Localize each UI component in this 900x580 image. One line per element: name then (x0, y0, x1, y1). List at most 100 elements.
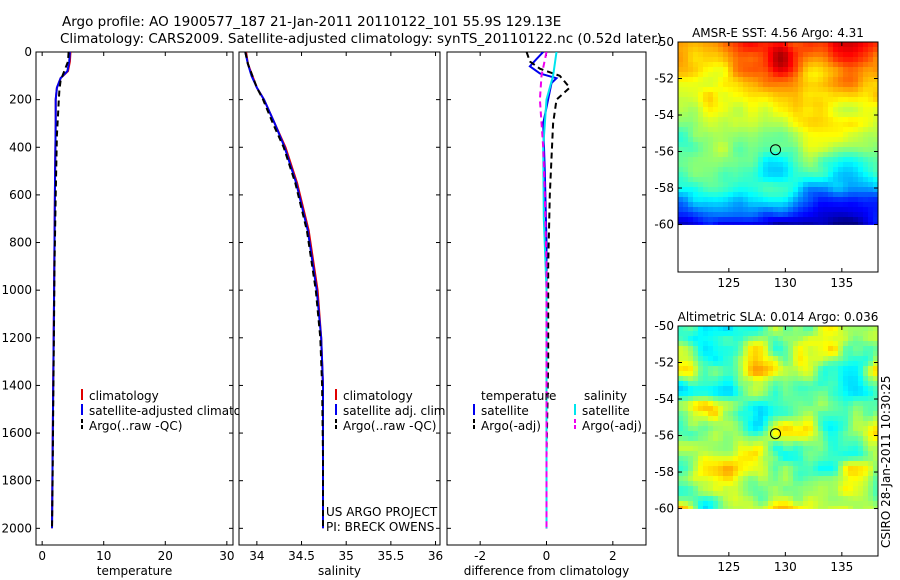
sst-heatmap-cell (723, 107, 729, 113)
sla-heatmap-cell (768, 396, 774, 402)
sla-heatmap-cell (823, 386, 829, 392)
sst-heatmap-cell (768, 87, 774, 93)
sla-heatmap-cell (738, 506, 744, 509)
sst-heatmap-cell (773, 177, 779, 183)
sla-heatmap-cell (703, 336, 709, 342)
sla-heatmap-cell (743, 336, 749, 342)
sst-heatmap-cell (848, 172, 854, 178)
sst-heatmap-cell (848, 162, 854, 168)
sst-heatmap-cell (763, 132, 769, 138)
sla-heatmap-cell (758, 501, 764, 507)
sla-heatmap-cell (723, 336, 729, 342)
sst-heatmap-cell (788, 222, 794, 225)
sla-heatmap-cell (783, 436, 789, 442)
sla-heatmap-cell (698, 386, 704, 392)
sla-heatmap-cell (728, 496, 734, 502)
sla-heatmap-cell (758, 396, 764, 402)
sst-heatmap-cell (798, 102, 804, 108)
sst-ytick-label: -54 (654, 108, 674, 122)
sla-heatmap-cell (688, 451, 694, 457)
sla-heatmap-cell (813, 471, 819, 477)
sst-heatmap-cell (838, 207, 844, 213)
sst-heatmap-cell (838, 102, 844, 108)
sla-heatmap-cell (678, 406, 684, 412)
sla-heatmap-cell (833, 391, 839, 397)
sla-heatmap-cell (793, 331, 799, 337)
sst-heatmap-cell (798, 127, 804, 133)
sla-heatmap-cell (818, 501, 824, 507)
sla-heatmap-cell (813, 371, 819, 377)
sla-heatmap-cell (718, 361, 724, 367)
sla-heatmap-cell (788, 341, 794, 347)
sla-heatmap-cell (818, 476, 824, 482)
sst-heatmap-cell (828, 87, 834, 93)
sst-heatmap-cell (783, 182, 789, 188)
sla-heatmap-cell (808, 356, 814, 362)
sst-heatmap-cell (863, 222, 869, 225)
sst-heatmap-cell (723, 57, 729, 63)
sla-heatmap-cell (728, 456, 734, 462)
sst-heatmap-cell (693, 97, 699, 103)
sla-heatmap-cell (788, 391, 794, 397)
sst-heatmap-cell (743, 112, 749, 118)
sst-heatmap-cell (868, 147, 874, 153)
sla-heatmap-cell (698, 356, 704, 362)
sla-heatmap-cell (863, 326, 869, 332)
sst-heatmap-cell (773, 47, 779, 53)
sst-heatmap-cell (718, 202, 724, 208)
sst-heatmap-cell (798, 122, 804, 128)
sla-heatmap-cell (868, 326, 874, 332)
sla-heatmap-cell (873, 431, 879, 437)
sst-heatmap-cell (698, 97, 704, 103)
sst-heatmap-cell (818, 207, 824, 213)
sla-heatmap-cell (858, 421, 864, 427)
sla-heatmap-cell (783, 376, 789, 382)
sst-heatmap-cell (678, 152, 684, 158)
sst-heatmap-cell (858, 217, 864, 223)
sla-heatmap-cell (823, 421, 829, 427)
sst-heatmap-cell (793, 112, 799, 118)
sla-heatmap-cell (743, 461, 749, 467)
sla-heatmap-cell (728, 356, 734, 362)
sla-heatmap-cell (683, 411, 689, 417)
sst-heatmap-cell (698, 162, 704, 168)
sst-heatmap-cell (748, 162, 754, 168)
sla-heatmap-cell (768, 336, 774, 342)
sst-heatmap-cell (848, 187, 854, 193)
sst-heatmap-cell (748, 67, 754, 73)
sla-heatmap-cell (688, 376, 694, 382)
sst-heatmap-cell (678, 107, 684, 113)
sla-heatmap-cell (713, 501, 719, 507)
sla-heatmap-cell (823, 426, 829, 432)
sst-heatmap-cell (813, 187, 819, 193)
sla-heatmap-cell (783, 391, 789, 397)
sst-heatmap-cell (713, 142, 719, 148)
sst-heatmap-cell (853, 152, 859, 158)
sst-heatmap-cell (838, 187, 844, 193)
sla-heatmap-cell (863, 411, 869, 417)
sla-heatmap-cell (683, 466, 689, 472)
sst-heatmap-cell (873, 122, 879, 128)
sla-heatmap-cell (748, 501, 754, 507)
sst-heatmap-cell (748, 147, 754, 153)
sst-heatmap-cell (748, 77, 754, 83)
sla-heatmap-cell (693, 441, 699, 447)
sla-heatmap-cell (778, 391, 784, 397)
sla-heatmap-cell (853, 416, 859, 422)
sla-heatmap-cell (753, 361, 759, 367)
sla-heatmap-cell (733, 366, 739, 372)
sla-heatmap-cell (873, 506, 879, 509)
sst-heatmap-cell (848, 42, 854, 48)
sst-heatmap-cell (843, 52, 849, 58)
sst-heatmap-cell (828, 52, 834, 58)
sst-heatmap-cell (873, 132, 879, 138)
sla-heatmap-cell (813, 421, 819, 427)
sla-heatmap-cell (743, 381, 749, 387)
sla-heatmap-cell (858, 416, 864, 422)
sla-heatmap-cell (738, 441, 744, 447)
sla-heatmap-cell (683, 436, 689, 442)
sla-heatmap-cell (783, 426, 789, 432)
sst-heatmap-cell (743, 207, 749, 213)
sst-heatmap-cell (793, 182, 799, 188)
sst-heatmap-cell (823, 142, 829, 148)
